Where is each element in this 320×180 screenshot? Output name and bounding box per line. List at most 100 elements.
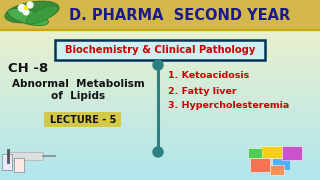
Bar [0, 127, 320, 128]
Bar [0, 73, 320, 74]
Bar [0, 71, 320, 72]
Circle shape [153, 60, 163, 70]
Text: D. PHARMA  SECOND YEAR: D. PHARMA SECOND YEAR [69, 8, 291, 22]
Circle shape [25, 6, 28, 10]
Bar [0, 17, 320, 18]
Bar [55, 40, 265, 60]
Text: 1. Ketoacidosis: 1. Ketoacidosis [168, 71, 249, 80]
Bar [0, 134, 320, 135]
Bar [0, 124, 320, 125]
Bar [0, 66, 320, 67]
Bar [0, 176, 320, 177]
Bar [0, 57, 320, 58]
Bar [0, 166, 320, 167]
Bar [0, 35, 320, 36]
Bar [0, 72, 320, 73]
Bar [0, 150, 320, 151]
Bar [0, 122, 320, 123]
Bar [282, 146, 302, 160]
Bar [0, 81, 320, 82]
Bar [0, 28, 320, 29]
Bar [0, 64, 320, 65]
Bar [0, 151, 320, 152]
Bar [0, 135, 320, 136]
Bar [0, 77, 320, 78]
Bar [0, 45, 320, 46]
Bar [0, 159, 320, 160]
Bar [0, 119, 320, 120]
Bar [0, 65, 320, 66]
Text: CH -8: CH -8 [8, 62, 48, 75]
Bar [14, 158, 24, 172]
Bar [0, 131, 320, 132]
Bar [0, 125, 320, 126]
Bar [272, 158, 290, 170]
Bar [0, 79, 320, 80]
Bar [0, 99, 320, 100]
Bar [0, 80, 320, 81]
Bar [0, 168, 320, 169]
Bar [0, 18, 320, 19]
Bar [0, 128, 320, 129]
Text: Biochemistry & Clinical Pathology: Biochemistry & Clinical Pathology [65, 45, 255, 55]
Bar [0, 56, 320, 57]
Ellipse shape [26, 6, 58, 24]
Bar [0, 136, 320, 137]
Bar [0, 76, 320, 77]
Bar [0, 84, 320, 85]
Bar [0, 21, 320, 22]
Bar [0, 58, 320, 59]
Bar [0, 169, 320, 170]
Bar [0, 161, 320, 162]
Bar [0, 133, 320, 134]
Bar [0, 19, 320, 20]
Bar [0, 48, 320, 49]
Text: Abnormal  Metabolism: Abnormal Metabolism [12, 79, 144, 89]
Bar [260, 146, 282, 158]
Ellipse shape [5, 1, 59, 23]
Bar [0, 117, 320, 118]
Bar [0, 55, 320, 56]
Bar [0, 78, 320, 79]
Bar [0, 96, 320, 97]
Bar [0, 139, 320, 140]
Bar [0, 3, 320, 4]
Bar [0, 137, 320, 138]
Bar [248, 148, 262, 158]
Bar [0, 86, 320, 87]
Bar [0, 31, 320, 32]
Bar [0, 8, 320, 9]
Bar [0, 22, 320, 23]
Bar [0, 149, 320, 150]
Bar [0, 59, 320, 60]
Bar [0, 177, 320, 178]
Bar [0, 27, 320, 28]
Bar [0, 147, 320, 148]
Bar [8, 152, 43, 160]
Bar [0, 46, 320, 47]
Circle shape [19, 4, 26, 12]
Bar [270, 165, 284, 175]
Bar [0, 0, 320, 1]
Bar [0, 13, 320, 14]
Bar [0, 152, 320, 153]
Bar [0, 108, 320, 109]
Bar [0, 4, 320, 5]
Bar [0, 113, 320, 114]
Text: 2. Fatty liver: 2. Fatty liver [168, 87, 236, 96]
Bar [0, 54, 320, 55]
Bar [0, 141, 320, 142]
Bar [0, 32, 320, 33]
Bar [0, 40, 320, 41]
Bar [0, 104, 320, 105]
Bar [0, 103, 320, 104]
Bar [0, 47, 320, 48]
Bar [0, 34, 320, 35]
FancyBboxPatch shape [44, 112, 121, 127]
Bar [0, 118, 320, 119]
Bar [0, 52, 320, 53]
Bar [0, 132, 320, 133]
Bar [0, 37, 320, 38]
Bar [0, 162, 320, 163]
Bar [0, 5, 320, 6]
